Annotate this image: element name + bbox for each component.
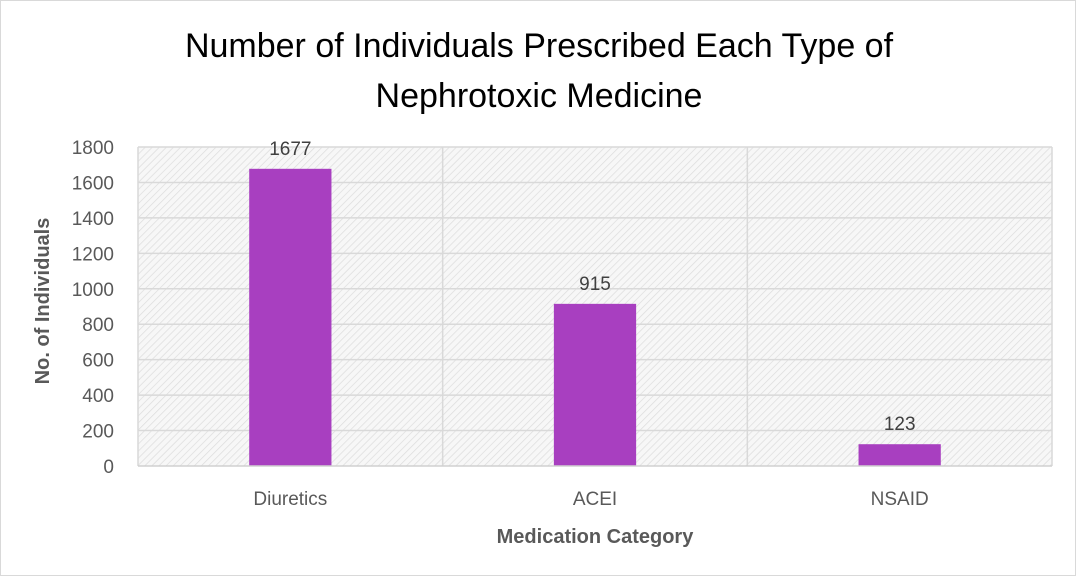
data-labels: 1677 915 123 [269,139,915,435]
bar-acei [553,303,637,466]
chart-title-line-2: Nephrotoxic Medicine [376,77,703,115]
y-tick-label: 1600 [72,173,114,194]
x-tick-label-diuretics: Diuretics [253,489,327,510]
y-axis-title: No. of Individuals [32,218,54,385]
y-tick-label: 0 [103,457,114,478]
data-label-diuretics: 1677 [269,139,311,160]
y-tick-label: 1400 [72,209,114,230]
y-tick-label: 400 [82,386,114,407]
bar-nsaid [858,444,941,466]
bars [249,168,941,466]
y-tick-label: 800 [82,315,114,336]
y-tick-label: 1000 [72,280,114,301]
y-axis-tick-labels: 0 200 400 600 800 1000 1200 1400 1600 1800 [72,138,114,478]
x-axis-title: Medication Category [497,526,695,548]
data-label-acei: 915 [579,274,611,295]
y-tick-label: 1200 [72,244,114,265]
y-tick-label: 600 [82,351,114,372]
y-tick-label: 1800 [72,138,114,159]
data-label-nsaid: 123 [884,414,916,435]
x-tick-label-nsaid: NSAID [871,489,929,510]
bar-diuretics [249,168,332,466]
x-tick-label-acei: ACEI [573,489,617,510]
y-tick-label: 200 [82,422,114,443]
chart-title-line-1: Number of Individuals Prescribed Each Ty… [185,27,894,65]
x-axis-tick-labels: Diuretics ACEI NSAID [253,489,928,510]
